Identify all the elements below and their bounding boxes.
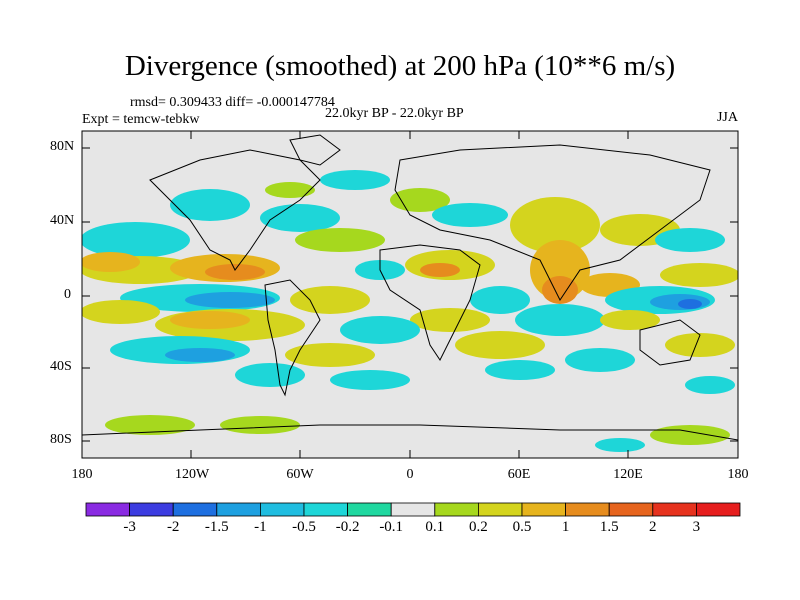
lon-tick-label: 180 xyxy=(727,467,749,482)
field-patch xyxy=(655,228,725,252)
field-patch xyxy=(685,376,735,394)
lat-tick-label: 0 xyxy=(64,287,71,302)
field-patch xyxy=(82,222,190,258)
colorbar-label: 0.1 xyxy=(425,519,445,535)
field-patch xyxy=(665,333,735,357)
field-patch xyxy=(650,425,730,445)
lon-tick-label: 120E xyxy=(613,467,643,482)
australia-outline xyxy=(639,319,701,366)
field-patch xyxy=(82,252,140,272)
field-patch xyxy=(295,228,385,252)
divergence-field xyxy=(82,170,738,452)
field-patch xyxy=(220,416,300,434)
colorbar-label: -2 xyxy=(166,519,180,535)
colorbar-swatch xyxy=(696,502,741,517)
colorbar-label: 3 xyxy=(692,519,701,535)
field-patch xyxy=(235,363,305,387)
colorbar-swatch xyxy=(129,502,174,517)
colorbar-swatch xyxy=(259,502,305,517)
colorbar-swatch xyxy=(216,502,261,517)
lon-tick-label: 120W xyxy=(175,467,210,482)
field-patch xyxy=(515,304,605,336)
field-patch xyxy=(600,310,660,330)
colorbar-label: -1 xyxy=(254,519,267,535)
colorbar-label: 0.2 xyxy=(469,519,488,535)
field-patch xyxy=(340,316,420,344)
antarctica-outline xyxy=(82,424,738,441)
colorbar-swatch xyxy=(652,502,697,517)
colorbar-label: 2 xyxy=(649,519,657,535)
colorbar-swatch xyxy=(85,502,130,517)
field-patch xyxy=(205,264,265,280)
field-patch xyxy=(330,370,410,390)
lon-tick-label: 60E xyxy=(507,467,531,482)
season-label: JJA xyxy=(716,110,738,125)
north-america-outline xyxy=(149,149,321,271)
colorbar-swatch xyxy=(172,502,218,517)
colorbar-swatch xyxy=(565,502,610,517)
colorbar-label: 0.5 xyxy=(512,519,532,535)
colorbar-label: -0.5 xyxy=(292,519,316,535)
stats-line: rmsd= 0.309433 diff= -0.000147784 xyxy=(130,95,335,110)
field-patch xyxy=(510,197,600,253)
field-patch xyxy=(420,263,460,277)
axis-ticks xyxy=(81,131,739,458)
lon-tick-label: 180 xyxy=(71,467,93,482)
greenland-outline xyxy=(289,134,341,166)
field-patch xyxy=(285,343,375,367)
field-patch xyxy=(290,286,370,314)
field-patch xyxy=(165,348,235,362)
field-patch xyxy=(678,299,702,309)
colorbar-swatch xyxy=(303,502,348,517)
field-patch xyxy=(170,189,250,221)
lat-tick-label: 80S xyxy=(50,432,72,447)
field-patch xyxy=(485,360,555,380)
colorbar xyxy=(85,502,741,517)
field-patch xyxy=(410,308,490,332)
period-label: 22.0kyr BP - 22.0kyr BP xyxy=(325,106,464,121)
field-patch xyxy=(265,182,315,198)
field-patch xyxy=(455,331,545,359)
field-patch xyxy=(432,203,508,227)
lon-tick-label: 60W xyxy=(286,467,314,482)
colorbar-label: -1.5 xyxy=(204,519,229,535)
field-patch xyxy=(320,170,390,190)
field-patch xyxy=(260,204,340,232)
experiment-label: Expt = temcw-tebkw xyxy=(82,112,200,127)
colorbar-label: -0.1 xyxy=(379,519,404,535)
colorbar-swatch xyxy=(434,502,479,517)
colorbar-label: 1.5 xyxy=(599,519,619,535)
lat-tick-label: 40S xyxy=(50,359,72,374)
colorbar-label: 1 xyxy=(561,519,570,535)
colorbar-swatch xyxy=(390,502,436,517)
lat-tick-label: 40N xyxy=(50,213,75,228)
eurasia-outline xyxy=(394,144,711,301)
colorbar-swatch xyxy=(521,502,566,517)
africa-outline xyxy=(379,244,481,361)
colorbar-swatch xyxy=(347,502,392,517)
field-patch xyxy=(660,263,738,287)
field-patch xyxy=(185,292,275,308)
field-patch xyxy=(82,300,160,324)
south-america-outline xyxy=(264,279,321,397)
map-title: Divergence (smoothed) at 200 hPa (10**6 … xyxy=(124,50,676,82)
field-patch xyxy=(595,438,645,452)
lat-tick-label: 80N xyxy=(50,139,75,154)
field-patch xyxy=(565,348,635,372)
colorbar-swatch xyxy=(477,502,523,517)
coastlines xyxy=(82,134,738,441)
field-patch xyxy=(470,286,530,314)
colorbar-swatch xyxy=(608,502,654,517)
field-patch xyxy=(170,311,250,329)
colorbar-label: -0.2 xyxy=(335,519,360,535)
lon-tick-label: 0 xyxy=(406,467,414,482)
colorbar-label: -3 xyxy=(123,519,136,535)
field-patch xyxy=(105,415,195,435)
